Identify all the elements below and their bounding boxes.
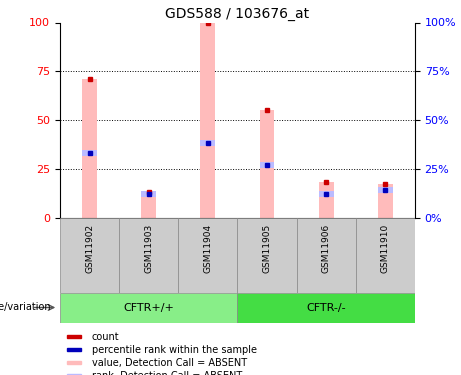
Bar xyxy=(82,79,97,218)
Text: GSM11903: GSM11903 xyxy=(144,224,153,273)
Title: GDS588 / 103676_at: GDS588 / 103676_at xyxy=(165,8,309,21)
Bar xyxy=(319,191,334,197)
Bar xyxy=(378,187,393,193)
Bar xyxy=(178,217,237,292)
Bar xyxy=(260,162,274,168)
Bar xyxy=(237,292,415,322)
Bar xyxy=(237,217,296,292)
Bar xyxy=(296,217,356,292)
Bar xyxy=(201,22,215,218)
Text: count: count xyxy=(92,332,119,342)
Text: value, Detection Call = ABSENT: value, Detection Call = ABSENT xyxy=(92,358,247,368)
Bar xyxy=(60,292,237,322)
Text: genotype/variation: genotype/variation xyxy=(0,303,51,312)
Bar xyxy=(82,150,97,156)
Text: CFTR-/-: CFTR-/- xyxy=(307,303,346,312)
Bar xyxy=(201,141,215,146)
Text: CFTR+/+: CFTR+/+ xyxy=(123,303,174,312)
Bar xyxy=(67,348,81,351)
Bar xyxy=(378,184,393,218)
Bar xyxy=(67,335,81,338)
Bar xyxy=(119,217,178,292)
Bar xyxy=(67,361,81,364)
Text: GSM11906: GSM11906 xyxy=(322,224,331,273)
Bar xyxy=(141,191,156,197)
Bar xyxy=(60,217,119,292)
Text: percentile rank within the sample: percentile rank within the sample xyxy=(92,345,257,355)
Bar xyxy=(141,192,156,217)
Text: rank, Detection Call = ABSENT: rank, Detection Call = ABSENT xyxy=(92,371,242,375)
Text: GSM11910: GSM11910 xyxy=(381,224,390,273)
Text: GSM11902: GSM11902 xyxy=(85,224,94,273)
Text: GSM11905: GSM11905 xyxy=(262,224,272,273)
Bar xyxy=(67,374,81,375)
Bar xyxy=(319,182,334,218)
Bar xyxy=(260,110,274,218)
Text: GSM11904: GSM11904 xyxy=(203,224,213,273)
Bar xyxy=(356,217,415,292)
